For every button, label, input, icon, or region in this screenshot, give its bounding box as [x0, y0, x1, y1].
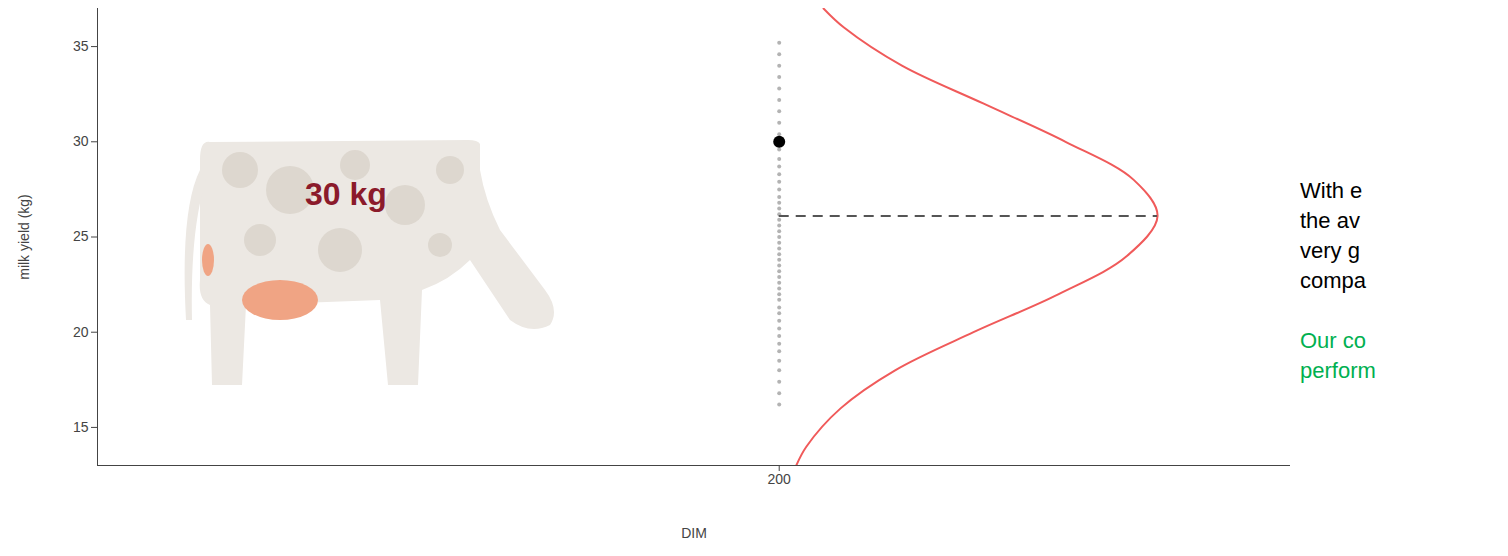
html-text:30 kg: 30 kg — [305, 176, 387, 212]
html-text:the av: the av — [1300, 208, 1360, 233]
html-text:Our co: Our co — [1300, 328, 1366, 353]
html-text:very g: very g — [1300, 238, 1360, 263]
html-text:compa: compa — [1300, 268, 1366, 293]
svg-text:20: 20 — [73, 324, 89, 340]
svg-text:35: 35 — [73, 38, 89, 54]
html-text:With e: With e — [1300, 178, 1363, 203]
svg-text:milk yield (kg): milk yield (kg) — [16, 194, 32, 280]
svg-text:DIM: DIM — [681, 525, 707, 541]
svg-text:30: 30 — [73, 133, 89, 149]
svg-text:25: 25 — [73, 228, 89, 244]
svg-text:15: 15 — [73, 419, 89, 435]
svg-text:200: 200 — [768, 471, 792, 487]
html-text:perform: perform — [1300, 358, 1376, 383]
